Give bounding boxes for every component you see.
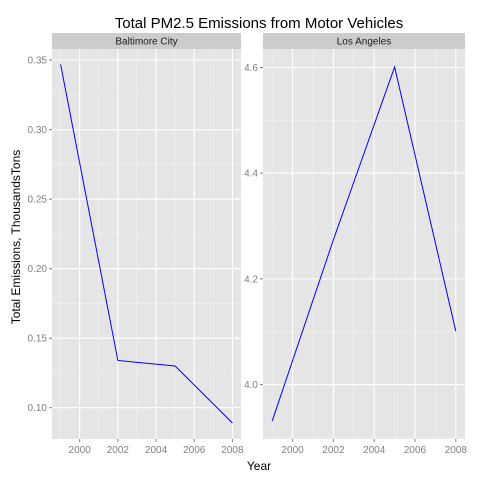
series-line: [271, 65, 457, 422]
y-tick-label: 0.10: [28, 403, 48, 414]
facet-strip: [263, 33, 465, 49]
x-tick-label: 2002: [322, 445, 345, 456]
x-tick-label: 2008: [445, 445, 468, 456]
x-tick-label: 2004: [363, 445, 386, 456]
y-tick-label: 4.4: [244, 169, 258, 180]
facet-panel: Los Angeles 2000 2002 2004 2006 2008 4.0 4.2 4.4…: [244, 33, 467, 456]
y-tick-label: 0.35: [28, 56, 48, 67]
chart-title: Total PM2.5 Emissions from Motor Vehicle…: [115, 15, 403, 32]
plot-panel: [52, 49, 241, 439]
x-tick-label: 2004: [145, 445, 168, 456]
x-tick-label: 2006: [183, 445, 206, 456]
y-tick-label: 0.25: [28, 195, 48, 206]
y-tick-label: 4.6: [244, 63, 258, 74]
y-tick-label: 4.2: [244, 274, 258, 285]
x-tick-label: 2008: [221, 445, 244, 456]
facet-strip-label: Baltimore City: [115, 37, 177, 48]
y-tick-label: 0.20: [28, 264, 48, 275]
facet-strip: [52, 33, 241, 49]
x-tick-label: 2000: [281, 445, 304, 456]
plot-panel: [263, 49, 465, 439]
facet-panel: Baltimore City 2000 2002 2004 2006 2008 0.10 0.…: [28, 33, 244, 456]
y-axis-title: Total Emissions, ThousandsTons: [9, 150, 23, 325]
y-tick-label: 0.15: [28, 334, 48, 345]
facet-panels: Baltimore City 2000 2002 2004 2006 2008 0.10 0.…: [28, 33, 467, 456]
x-tick-label: 2000: [69, 445, 92, 456]
y-tick-label: 4.0: [244, 380, 258, 391]
x-tick-label: 2006: [404, 445, 427, 456]
series-line: [60, 64, 233, 424]
x-tick-label: 2002: [107, 445, 130, 456]
y-tick-label: 0.30: [28, 125, 48, 136]
facet-strip-label: Los Angeles: [337, 37, 392, 48]
x-axis-title: Year: [247, 459, 271, 473]
